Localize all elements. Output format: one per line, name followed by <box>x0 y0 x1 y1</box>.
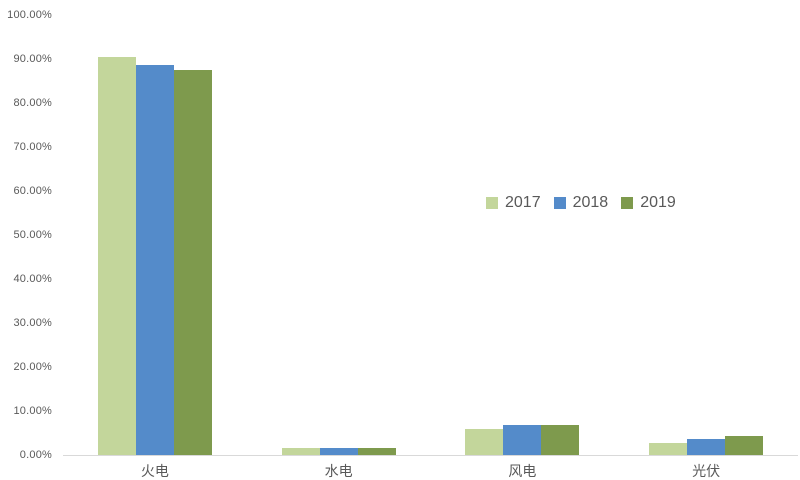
y-axis: 100.00% 90.00% 80.00% 70.00% 60.00% 50.00% 40.… <box>0 9 52 461</box>
y-tick-label: 60.00% <box>13 185 52 197</box>
bar-火电-2018 <box>135 65 174 455</box>
legend-swatch-icon <box>553 197 566 209</box>
x-axis-label-火电: 火电 <box>140 463 169 479</box>
legend-item-2018: 2018 <box>553 194 609 212</box>
y-tick-label: 90.00% <box>13 53 52 65</box>
bar-group-光伏 <box>614 15 798 455</box>
bar-光伏-2017 <box>649 442 688 455</box>
x-axis-label-水电: 水电 <box>324 463 353 479</box>
y-tick-label: 30.00% <box>13 317 52 329</box>
y-tick-label: 0.00% <box>19 449 52 461</box>
y-tick-label: 40.00% <box>13 273 52 285</box>
x-axis-label-风电: 风电 <box>508 463 537 479</box>
legend-item-2019: 2019 <box>621 194 676 212</box>
y-tick-label: 80.00% <box>13 97 52 109</box>
legend-label: 2018 <box>572 194 609 211</box>
y-tick-label: 10.00% <box>13 405 52 417</box>
bar-光伏-2018 <box>687 439 726 455</box>
bar-风电-2018 <box>503 424 542 455</box>
y-tick-label: 20.00% <box>13 361 52 373</box>
legend: 2017 2018 2019 <box>486 194 676 212</box>
bar-火电-2017 <box>97 56 136 455</box>
bar-水电-2019 <box>357 447 396 455</box>
bar-风电-2017 <box>465 429 504 455</box>
plot-area <box>63 15 798 456</box>
x-axis: 火电 水电 风电 光伏 <box>63 461 798 480</box>
bar-风电-2019 <box>541 425 580 455</box>
y-tick-label: 70.00% <box>13 141 52 153</box>
legend-label: 2019 <box>640 194 676 211</box>
bar-group-水电 <box>247 15 431 455</box>
legend-swatch-icon <box>621 197 634 209</box>
y-tick-label: 50.00% <box>13 229 52 241</box>
bar-group-风电 <box>431 15 615 455</box>
bar-水电-2017 <box>281 447 320 455</box>
bar-group-火电 <box>63 15 247 455</box>
legend-swatch-icon <box>486 197 498 209</box>
bar-火电-2019 <box>173 70 212 455</box>
bar-水电-2018 <box>319 447 358 455</box>
bar-光伏-2019 <box>725 435 764 455</box>
legend-item-2017: 2017 <box>486 194 541 212</box>
y-tick-label: 100.00% <box>7 9 52 21</box>
x-axis-label-光伏: 光伏 <box>692 463 721 479</box>
legend-label: 2017 <box>505 194 541 211</box>
